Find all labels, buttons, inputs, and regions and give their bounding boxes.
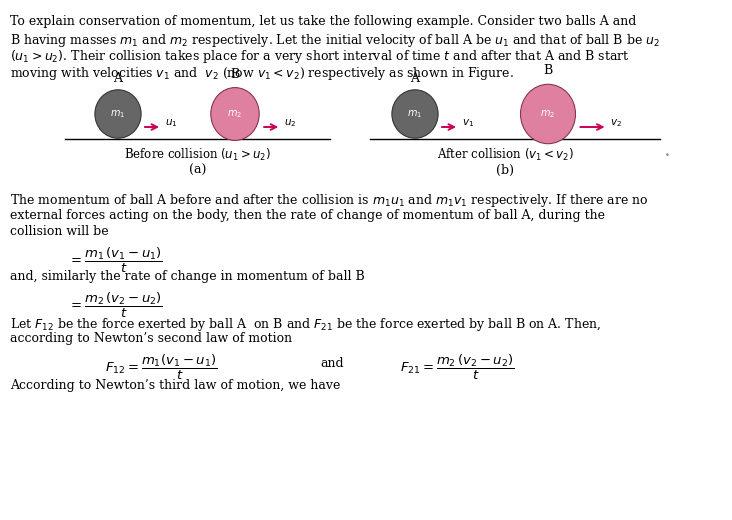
- Text: $F_{21} =\dfrac{m_2\,(v_2 - u_2)}{t}$: $F_{21} =\dfrac{m_2\,(v_2 - u_2)}{t}$: [400, 353, 515, 382]
- Text: $v_1$: $v_1$: [462, 117, 474, 129]
- Text: A: A: [411, 72, 419, 85]
- Text: To explain conservation of momentum, let us take the following example. Consider: To explain conservation of momentum, let…: [10, 15, 636, 28]
- Ellipse shape: [520, 84, 575, 144]
- Text: B having masses $m_1$ and $m_2$ respectively. Let the initial velocity of ball A: B having masses $m_1$ and $m_2$ respecti…: [10, 32, 660, 48]
- Text: (a): (a): [189, 163, 206, 176]
- Text: $F_{12} = \dfrac{m_1(v_1 - u_1)}{t}$: $F_{12} = \dfrac{m_1(v_1 - u_1)}{t}$: [105, 353, 217, 382]
- Text: external forces acting on the body, then the rate of change of momentum of ball : external forces acting on the body, then…: [10, 209, 605, 222]
- Text: moving with velocities $v_1$ and  $v_2$ (now $v_1 < v_2$) respectively as shown : moving with velocities $v_1$ and $v_2$ (…: [10, 64, 514, 82]
- Ellipse shape: [211, 87, 259, 140]
- Text: B: B: [543, 64, 553, 77]
- Text: $m_1$: $m_1$: [408, 108, 422, 120]
- Text: and: and: [320, 357, 343, 370]
- Text: B: B: [231, 68, 239, 81]
- Text: (b): (b): [496, 163, 514, 176]
- Text: According to Newton’s third law of motion, we have: According to Newton’s third law of motio…: [10, 379, 340, 392]
- Text: After collision $(v_1 < v_2)$: After collision $(v_1 < v_2)$: [437, 147, 573, 163]
- Text: $u_1$: $u_1$: [165, 117, 178, 129]
- Text: $u_2$: $u_2$: [284, 117, 296, 129]
- Text: Let $F_{12}$ be the force exerted by ball A  on B and $F_{21}$ be the force exer: Let $F_{12}$ be the force exerted by bal…: [10, 316, 601, 332]
- Text: $m_1$: $m_1$: [111, 108, 126, 120]
- Text: according to Newton’s second law of motion: according to Newton’s second law of moti…: [10, 332, 292, 345]
- Text: and, similarly the rate of change in momentum of ball B: and, similarly the rate of change in mom…: [10, 270, 365, 283]
- Text: $(u_1 > u_2)$. Their collision takes place for a very short interval of time $t$: $(u_1 > u_2)$. Their collision takes pla…: [10, 48, 630, 65]
- Text: •: •: [665, 151, 670, 160]
- Text: $m_2$: $m_2$: [540, 108, 556, 120]
- Ellipse shape: [392, 90, 438, 138]
- Text: $= \dfrac{m_1\,(v_1 - u_1)}{t}$: $= \dfrac{m_1\,(v_1 - u_1)}{t}$: [68, 245, 163, 275]
- Text: Before collision $(u_1 > u_2)$: Before collision $(u_1 > u_2)$: [124, 147, 271, 163]
- Text: collision will be: collision will be: [10, 225, 108, 238]
- Text: $v_2$: $v_2$: [610, 117, 622, 129]
- Ellipse shape: [95, 90, 141, 138]
- Text: $= \dfrac{m_2\,(v_2 - u_2)}{t}$: $= \dfrac{m_2\,(v_2 - u_2)}{t}$: [68, 291, 163, 320]
- Text: The momentum of ball A before and after the collision is $m_1u_1$ and $m_1v_1$ r: The momentum of ball A before and after …: [10, 192, 649, 209]
- Text: A: A: [113, 72, 122, 85]
- Text: $m_2$: $m_2$: [228, 108, 242, 120]
